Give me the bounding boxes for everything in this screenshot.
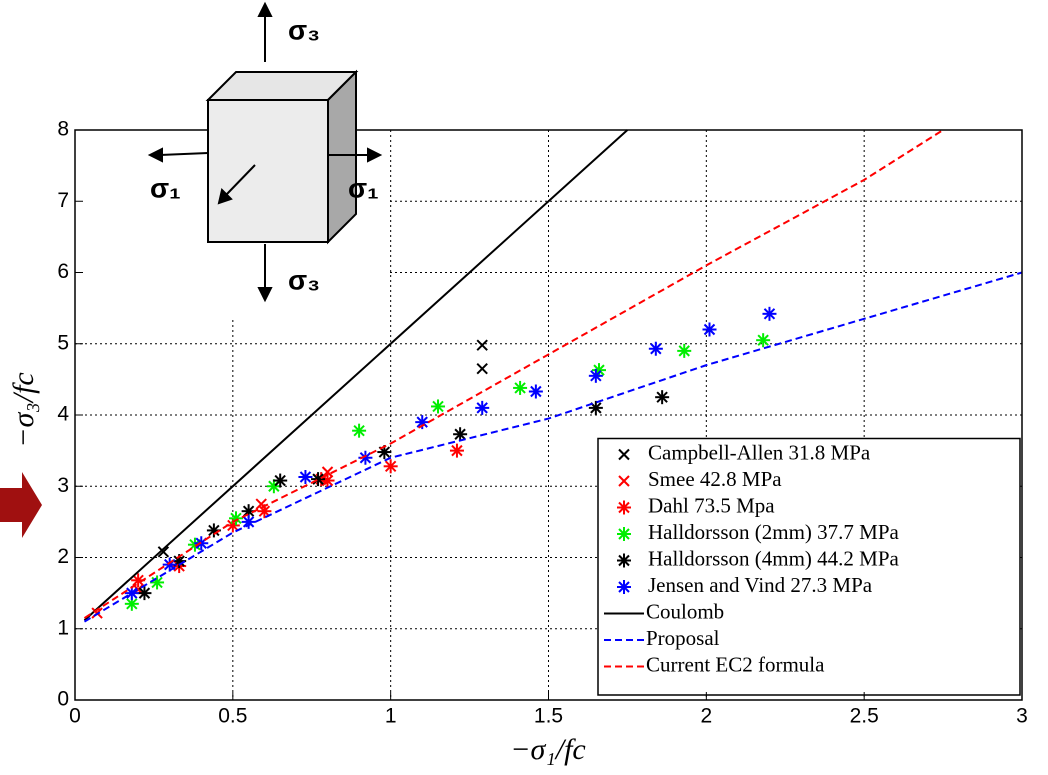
star-marker — [311, 472, 326, 487]
star-marker — [475, 400, 490, 415]
legend-label: Campbell-Allen 31.8 MPa — [648, 440, 871, 464]
star-marker — [617, 553, 631, 568]
star-marker — [756, 333, 771, 348]
arrow-head — [367, 147, 383, 163]
arrow-head — [257, 1, 273, 17]
legend-label: Halldorsson (4mm) 44.2 MPa — [648, 546, 900, 570]
specimen-diagram — [147, 1, 383, 303]
star-marker — [449, 443, 464, 458]
star-marker — [528, 384, 543, 399]
y-tick-label: 0 — [57, 688, 69, 711]
pointer-arrow — [0, 472, 42, 538]
y-tick-label: 1 — [57, 616, 69, 639]
y-tick-label: 3 — [57, 474, 69, 497]
cube-front — [207, 99, 329, 243]
legend: Campbell-Allen 31.8 MPa Smee 42.8 MPaDahl… — [597, 437, 1021, 696]
annotation: σ₁ — [348, 172, 379, 203]
line — [83, 129, 629, 621]
star-marker — [131, 573, 146, 588]
arrow-head — [217, 188, 233, 205]
marker-stroke — [476, 362, 488, 375]
star-marker — [453, 427, 468, 442]
legend-label: Coulomb — [646, 599, 724, 623]
marks — [83, 129, 1023, 623]
line — [83, 129, 944, 619]
legend-label: Proposal — [646, 626, 720, 650]
annotation: σ₃ — [288, 264, 320, 295]
x-tick-label: 1.5 — [534, 705, 563, 728]
legend-box — [597, 437, 1021, 696]
y-tick-label: 5 — [57, 331, 69, 354]
star-marker — [617, 580, 631, 594]
star-marker — [655, 390, 670, 405]
star-marker — [588, 400, 603, 415]
cube-side — [327, 69, 357, 245]
star-marker — [228, 511, 243, 526]
star-marker — [383, 459, 398, 474]
marker-stroke — [618, 475, 630, 487]
star-marker — [241, 514, 256, 529]
star-marker — [298, 469, 313, 484]
x-tick-label: 0 — [69, 705, 81, 728]
legend-label: Dahl 73.5 Mpa — [648, 493, 775, 517]
x-tick-label: 0.5 — [218, 705, 247, 728]
x-axis-label: −σ₁/fc — [510, 733, 585, 766]
star-marker — [762, 306, 777, 321]
arrow — [159, 152, 209, 156]
star-marker — [352, 423, 367, 438]
star-marker — [617, 527, 631, 541]
x-marker — [618, 475, 630, 487]
x-marker — [618, 448, 630, 461]
arrow-head — [257, 287, 273, 303]
star-marker — [415, 415, 430, 430]
star-marker — [377, 445, 392, 460]
arrow-head — [147, 147, 163, 163]
star-marker — [150, 575, 165, 590]
arrow — [225, 164, 256, 196]
legend-label: Smee 42.8 MPa — [648, 467, 782, 491]
star-marker — [648, 341, 663, 356]
star-marker — [677, 343, 692, 358]
x-tick-label: 3 — [1016, 705, 1028, 728]
x-tick-label: 2.5 — [850, 705, 879, 728]
y-tick-label: 8 — [57, 118, 69, 141]
star-marker — [137, 586, 152, 601]
star-marker — [702, 322, 717, 337]
x-marker — [157, 546, 170, 558]
annotation: σ₃ — [288, 14, 320, 45]
line — [83, 271, 1023, 623]
star-marker — [431, 399, 446, 414]
y-tick-label: 4 — [57, 403, 69, 426]
star-marker — [617, 500, 631, 515]
y-tick-label: 6 — [57, 260, 69, 283]
x-marker — [476, 339, 488, 351]
x-marker — [476, 362, 488, 375]
star-marker — [273, 473, 288, 488]
marker-stroke — [476, 339, 488, 351]
star-marker — [513, 380, 528, 395]
marker-stroke — [255, 498, 267, 510]
star-marker — [588, 368, 603, 383]
x-tick-label: 1 — [385, 705, 397, 728]
y-tick-label: 7 — [57, 189, 69, 212]
marker-stroke — [618, 448, 630, 461]
star-marker — [124, 596, 139, 611]
x-tick-label: 2 — [700, 705, 712, 728]
legend-label: Jensen and Vind 27.3 MPa — [648, 573, 873, 597]
y-axis-label: −σ₃/fc — [7, 372, 40, 447]
y-tick-label: 2 — [57, 545, 69, 568]
annotation: σ₁ — [150, 172, 181, 203]
legend-label: Halldorsson (2mm) 37.7 MPa — [648, 520, 900, 544]
marker-stroke — [157, 546, 170, 558]
legend-label: Current EC2 formula — [646, 652, 825, 676]
